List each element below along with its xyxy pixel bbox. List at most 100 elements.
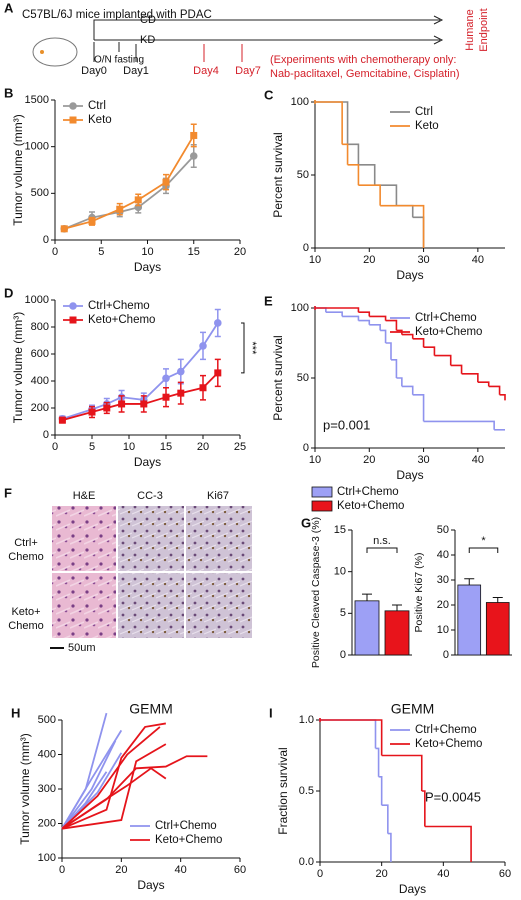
image-tile (52, 506, 116, 571)
survival-step (381, 754, 423, 791)
x-tick-label: 30 (417, 454, 429, 466)
x-tick-label: 25 (234, 441, 246, 453)
panel-label: G (301, 515, 311, 530)
survival-step (358, 319, 371, 325)
legend-label: Keto+Chemo (88, 314, 155, 326)
y-tick-label: 0 (43, 429, 49, 441)
annotation: p=0.001 (323, 417, 370, 432)
schema: A C57BL/6J mice implanted with PDAC CD K… (4, 0, 490, 79)
y-tick-label: 1500 (25, 94, 49, 106)
x-tick-label: 0 (59, 864, 65, 876)
y-axis-label: Tumor volume (mm³) (11, 114, 25, 226)
scale-label: 50um (68, 642, 96, 654)
legend-label: Keto+Chemo (415, 326, 482, 338)
y-tick-label: 100 (291, 96, 309, 108)
series-line (64, 135, 195, 230)
legend-label: Keto+Chemo (155, 834, 222, 846)
y-axis-label: Percent survival (271, 335, 285, 420)
marker (58, 416, 66, 424)
column-label: CC-3 (137, 490, 163, 502)
marker (88, 408, 96, 416)
arrowheads (433, 15, 444, 45)
legend-marker (69, 102, 77, 110)
x-tick-label: 60 (234, 864, 246, 876)
survival-step (396, 329, 403, 335)
endpoint: Endpoint (478, 8, 490, 51)
y-tick-label: 0.5 (299, 785, 314, 797)
panel-label: D (4, 285, 13, 300)
y-tick-label: 800 (31, 321, 49, 333)
legend-marker (69, 302, 77, 310)
y-tick-label: 5 (340, 607, 346, 619)
y-tick-label: 1.0 (299, 714, 314, 726)
survival-step (423, 346, 436, 356)
survival-step (358, 184, 381, 206)
bar (457, 584, 482, 656)
y-tick-label: 40 (437, 549, 449, 561)
mouse-icon (32, 37, 78, 67)
survival-step (375, 747, 380, 777)
fasting-label: O/N fasting (94, 55, 144, 66)
day-label: Day0 (81, 65, 107, 77)
x-tick-label: 40 (472, 254, 484, 266)
marker (189, 152, 198, 160)
x-axis-label: Days (396, 268, 423, 282)
row-label: Chemo (8, 551, 43, 563)
survival-step (421, 790, 426, 827)
y-tick-label: 200 (31, 402, 49, 414)
x-tick-label: 20 (363, 454, 375, 466)
chart-title: GEMM (129, 701, 173, 717)
survival-step (320, 719, 383, 756)
legend-marker (69, 316, 77, 324)
row-label: Chemo (8, 620, 43, 632)
row-label: Ctrl+ (14, 537, 38, 549)
image-tile (186, 506, 252, 571)
error-bar (362, 593, 372, 601)
survival-step (320, 719, 377, 749)
x-tick-label: 20 (234, 246, 246, 258)
survival-step (380, 204, 425, 248)
marker (190, 131, 198, 139)
survival-step (461, 373, 479, 383)
x-axis-label: Days (137, 878, 164, 892)
x-tick-label: 40 (472, 454, 484, 466)
marker (162, 393, 170, 401)
series-line (61, 722, 166, 830)
legend-label: Ctrl+Chemo (155, 820, 217, 832)
survival-step (424, 825, 472, 862)
y-tick-label: 10 (437, 624, 449, 636)
survival-step (396, 377, 403, 387)
x-tick-label: 0 (317, 868, 323, 880)
legend-label: Ctrl+Chemo (337, 486, 399, 498)
legend-label: Ctrl+Chemo (88, 300, 150, 312)
y-tick-label: 10 (334, 566, 346, 578)
survival-step (380, 329, 387, 343)
x-tick-label: 20 (363, 254, 375, 266)
marker (88, 217, 96, 225)
x-axis-label: Days (399, 882, 426, 896)
y-tick-label: 50 (297, 169, 309, 181)
series-line (61, 729, 123, 830)
y-tick-label: 400 (38, 748, 56, 760)
survival-step (412, 338, 425, 348)
image-tile (118, 573, 184, 638)
survival-step (325, 311, 343, 317)
y-tick-label: 50 (437, 524, 449, 536)
bar (485, 602, 510, 656)
day-label: Day1 (123, 65, 149, 77)
legend-label: Ctrl (88, 100, 106, 112)
x-tick-label: 15 (160, 441, 172, 453)
annotation: *** (246, 342, 258, 356)
y-tick-label: 0 (43, 234, 49, 246)
series-line (61, 771, 108, 830)
marker (103, 404, 111, 412)
image-tile (186, 573, 252, 638)
panel-label: C (264, 87, 274, 102)
survival-step (347, 163, 360, 186)
marker (118, 400, 126, 408)
arm-label: CD (140, 14, 156, 26)
x-tick-label: 0 (52, 246, 58, 258)
survival-step (342, 143, 349, 165)
y-axis-label: Tumor volume (mm³) (18, 733, 32, 845)
survival-step (385, 319, 398, 331)
